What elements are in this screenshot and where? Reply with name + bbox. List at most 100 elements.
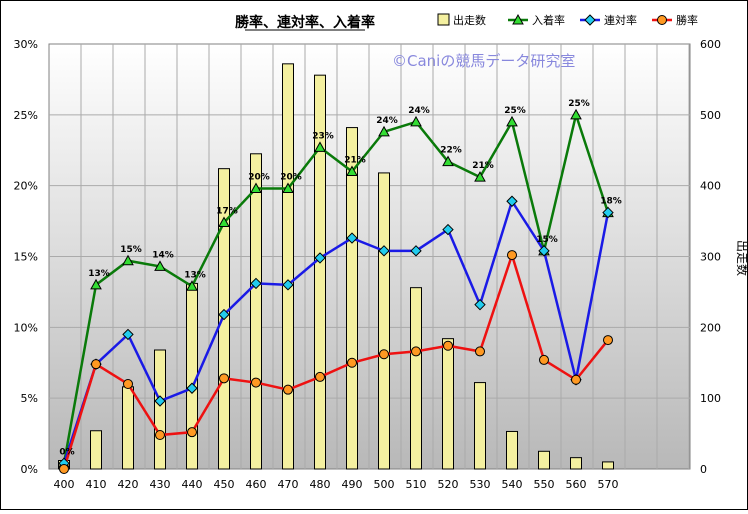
marker-勝率-500	[379, 349, 389, 360]
marker-入着率-540	[506, 115, 518, 127]
x-tick-label: 540	[502, 478, 523, 491]
data-label-440: 13%	[184, 270, 206, 280]
marker-勝率-440	[187, 427, 197, 438]
data-label-540: 25%	[504, 106, 526, 116]
x-tick-label: 530	[470, 478, 491, 491]
marker-連対率-570	[602, 206, 614, 219]
marker-連対率-430	[154, 395, 166, 407]
bar-500	[378, 172, 390, 470]
y-left-tick-label: 0%	[21, 463, 38, 476]
bar-470	[282, 63, 294, 470]
y-right-tick-label: 100	[700, 392, 721, 405]
y-left-tick-label: 5%	[21, 392, 38, 405]
marker-勝率-510	[411, 346, 421, 357]
marker-入着率-470	[282, 182, 294, 193]
chart-title: 勝率、連対率、入着率	[235, 14, 375, 31]
data-label-510: 24%	[408, 106, 430, 116]
marker-勝率-400	[59, 464, 69, 474]
marker-layer	[58, 108, 614, 474]
data-label-500: 24%	[376, 116, 398, 126]
legend-marker-連対率	[584, 14, 596, 26]
marker-連対率-510	[410, 245, 422, 257]
marker-入着率-450	[218, 216, 230, 227]
legend-marker-勝率	[657, 15, 667, 25]
bar-430	[154, 349, 166, 470]
x-tick-label: 400	[54, 478, 75, 491]
marker-勝率-570	[603, 335, 613, 346]
marker-入着率-430	[154, 260, 166, 271]
marker-連対率-500	[378, 245, 390, 257]
bar-480	[314, 74, 326, 470]
data-label-450: 17%	[216, 207, 238, 217]
marker-入着率-420	[122, 254, 134, 266]
bar-560	[570, 457, 582, 470]
bar-410	[90, 430, 102, 470]
legend-label-勝率: 勝率	[676, 13, 698, 27]
x-tick-label: 550	[534, 478, 555, 491]
marker-勝率-520	[443, 340, 453, 351]
y-right-tick-label: 300	[700, 251, 721, 264]
x-tick-label: 420	[118, 478, 139, 491]
y-right-tick-label: 600	[700, 38, 721, 51]
bar-420	[122, 386, 134, 470]
marker-入着率-460	[250, 182, 262, 193]
x-tick-label: 480	[310, 478, 331, 491]
x-tick-label: 430	[150, 478, 171, 491]
x-tick-label: 520	[438, 478, 459, 491]
marker-連対率-520	[442, 223, 454, 236]
axis-layer: 0% 5% 10% 15% 20% 25% 30% 0 100 200 300 400 500 600 出走…	[14, 38, 748, 491]
y-right-tick-label: 400	[700, 180, 721, 193]
y-right-tick-label: 200	[700, 321, 721, 334]
marker-勝率-540	[507, 250, 517, 261]
x-tick-label: 510	[406, 478, 427, 491]
x-tick-label: 570	[598, 478, 619, 491]
x-tick-label: 460	[246, 478, 267, 491]
y-left-tick-label: 15%	[14, 251, 38, 264]
bar-540	[506, 430, 518, 470]
marker-勝率-480	[315, 371, 325, 382]
legend-swatch-出走数	[437, 13, 450, 26]
bar-440	[186, 282, 198, 470]
marker-入着率-410	[90, 278, 102, 290]
x-tick-label: 450	[214, 478, 235, 491]
bar-520	[442, 338, 454, 470]
marker-連対率-490	[346, 232, 358, 244]
marker-連対率-440	[186, 382, 198, 394]
marker-入着率-440	[186, 280, 198, 291]
marker-勝率-450	[219, 373, 229, 384]
marker-入着率-520	[442, 155, 454, 167]
bar-460	[250, 153, 262, 470]
y-right-tick-label: 0	[700, 463, 707, 476]
data-label-490: 21%	[344, 156, 366, 166]
line-layer	[62, 110, 610, 470]
marker-連対率-460	[250, 277, 262, 290]
marker-連対率-530	[474, 298, 486, 311]
data-label-560: 25%	[568, 99, 590, 109]
line-勝率	[62, 250, 609, 470]
marker-入着率-480	[314, 141, 326, 152]
grid-layer	[49, 44, 690, 469]
data-label-430: 14%	[152, 250, 174, 260]
bar-530	[474, 382, 486, 470]
data-label-410: 13%	[88, 269, 110, 279]
marker-入着率-510	[410, 115, 422, 127]
data-label-420: 15%	[120, 245, 142, 255]
data-label-530: 21%	[472, 161, 494, 171]
marker-入着率-500	[378, 125, 390, 137]
y-left-tick-label: 30%	[14, 38, 38, 51]
marker-連対率-450	[218, 308, 230, 321]
bar-490	[346, 127, 358, 470]
data-label-570: 18%	[600, 197, 622, 207]
x-tick-label: 560	[566, 478, 587, 491]
y-left-tick-label: 20%	[14, 180, 38, 193]
marker-勝率-560	[571, 374, 581, 385]
legend-label-連対率: 連対率	[604, 13, 637, 27]
data-label-550: 15%	[536, 235, 558, 245]
marker-入着率-490	[346, 165, 358, 176]
watermark: ©Caniの競馬データ研究室	[392, 52, 575, 70]
y-left-tick-label: 25%	[14, 109, 38, 122]
x-tick-label: 410	[86, 478, 107, 491]
x-tick-label: 490	[342, 478, 363, 491]
legend-marker-入着率	[512, 13, 524, 25]
